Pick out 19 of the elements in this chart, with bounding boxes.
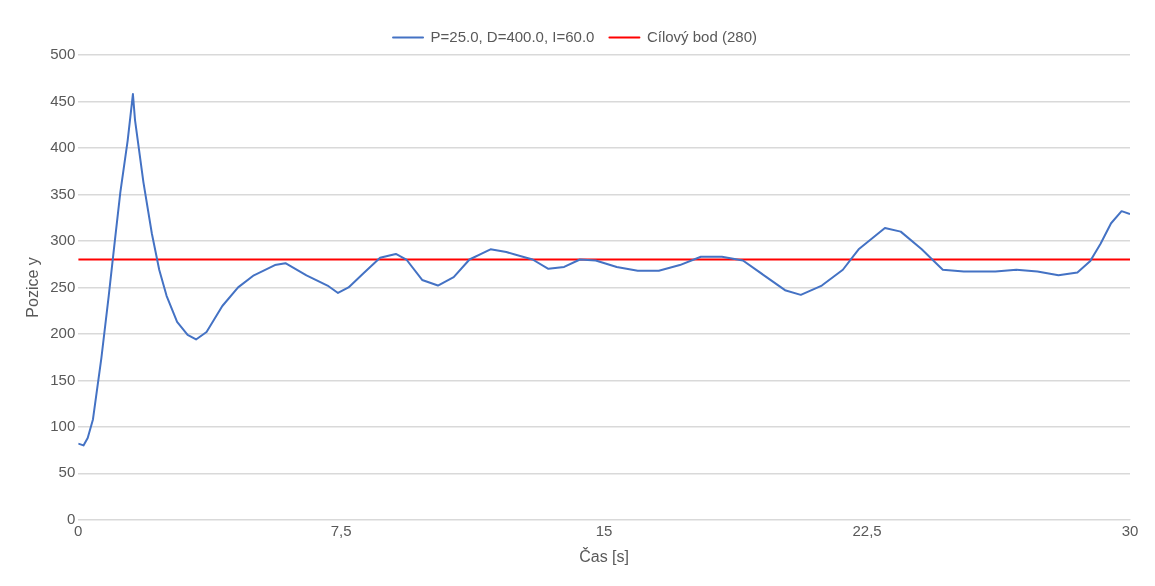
x-tick-label: 22,5: [852, 521, 882, 539]
x-tick-label: 30: [1121, 521, 1139, 539]
x-axis-title: Čas [s]: [579, 546, 630, 565]
y-axis-title: Pozice y: [24, 257, 42, 318]
x-tick-label: 7,5: [330, 521, 352, 539]
y-tick-label: 450: [50, 91, 76, 109]
y-tick-label: 150: [50, 370, 76, 388]
legend-label: Cílový bod (280): [646, 27, 757, 45]
y-tick-label: 250: [50, 277, 76, 295]
y-tick-label: 100: [50, 416, 76, 434]
y-tick-label: 0: [66, 509, 76, 527]
y-tick-label: 350: [50, 184, 76, 202]
y-tick-label: 400: [50, 138, 76, 156]
y-tick-label: 300: [50, 231, 76, 249]
y-tick-label: 50: [58, 463, 76, 481]
y-tick-label: 500: [50, 45, 76, 63]
legend-label: P=25.0, D=400.0, I=60.0: [430, 27, 595, 45]
y-tick-label: 200: [50, 324, 76, 342]
x-tick-label: 15: [595, 521, 613, 539]
